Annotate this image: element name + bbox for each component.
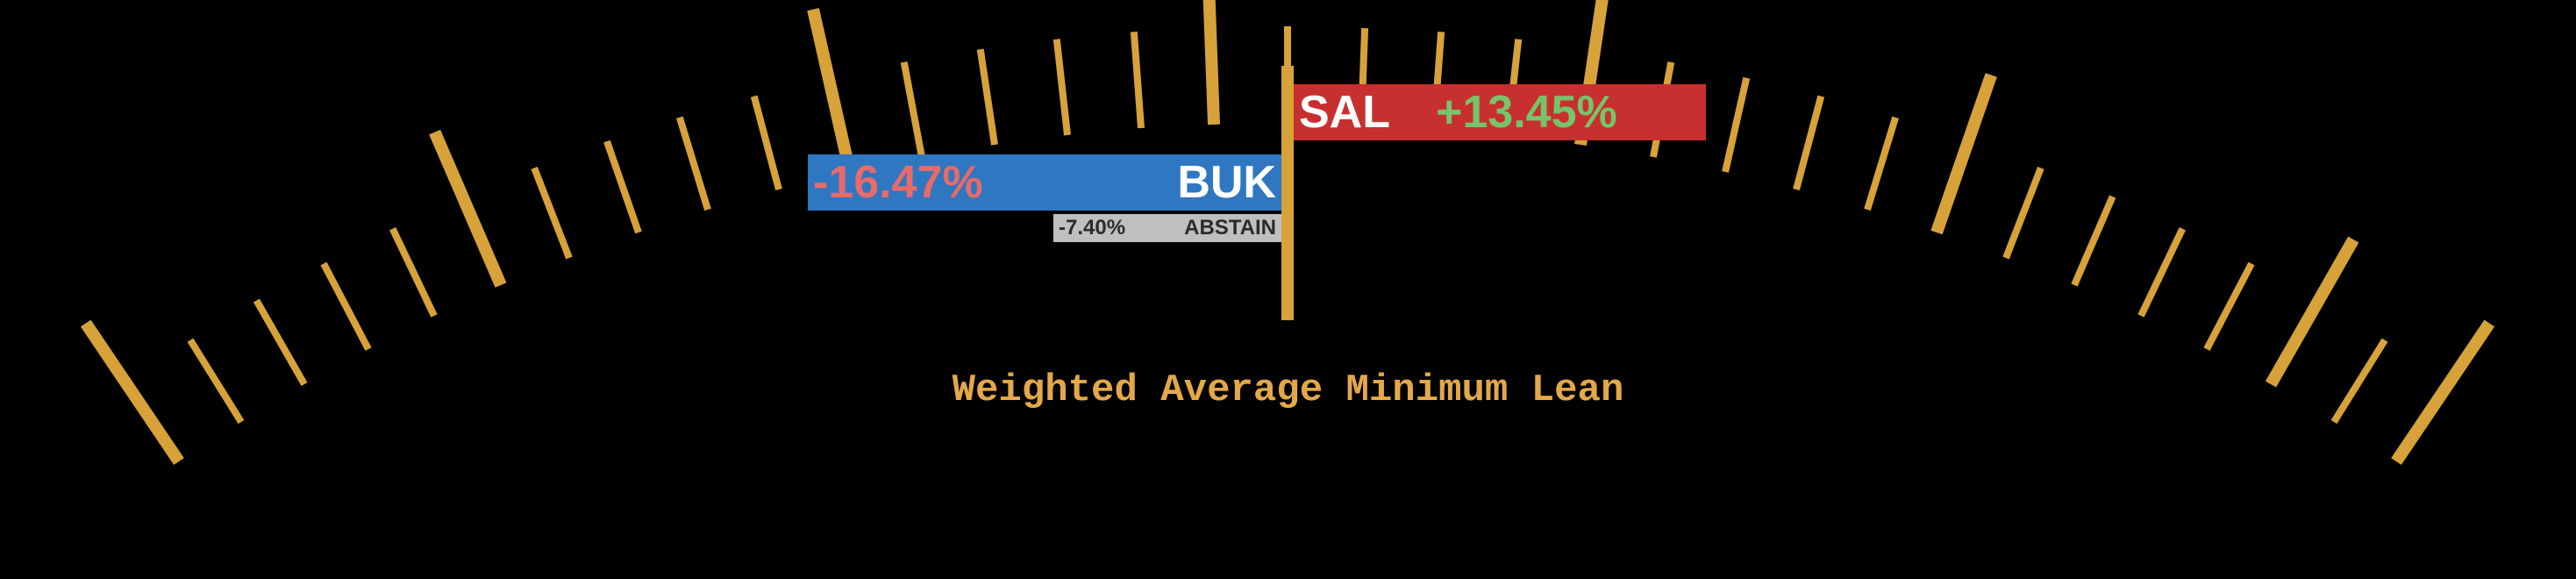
gauge-tick-minor — [1130, 32, 1144, 128]
gauge-tick-minor — [977, 48, 998, 145]
gauge-tick-major — [2266, 236, 2358, 387]
bar-sal-pct: +13.45% — [1431, 86, 1623, 139]
gauge-tick-minor — [1793, 95, 1824, 189]
bar-abstain: -7.40% ABSTAIN — [1053, 214, 1281, 242]
gauge-chart: SAL +13.45% -16.47% BUK -7.40% ABSTAIN Weight… — [0, 0, 2576, 579]
gauge-tick-minor — [2002, 167, 2044, 259]
gauge-tick-minor — [1722, 77, 1750, 173]
gauge-tick-minor — [2137, 227, 2186, 318]
gauge-tick-major — [1931, 73, 1997, 234]
bar-sal-label: SAL — [1294, 86, 1395, 139]
gauge-tick-minor — [2203, 261, 2254, 350]
gauge-tick-major — [1202, 0, 1220, 125]
gauge-tick-minor — [531, 167, 572, 259]
gauge-tick-minor — [1864, 116, 1899, 211]
gauge-tick-minor — [603, 139, 642, 233]
gauge-tick-minor — [751, 95, 782, 189]
gauge-tick-minor — [676, 116, 711, 211]
gauge-tick-minor — [901, 61, 925, 158]
gauge-caption: Weighted Average Minimum Lean — [0, 368, 2576, 412]
bar-buk-label: BUK — [1172, 156, 1281, 209]
gauge-tick-minor — [1053, 39, 1071, 135]
gauge-tick-minor — [321, 261, 372, 350]
bar-abstain-pct: -7.40% — [1053, 216, 1131, 240]
gauge-center-pin — [1281, 66, 1294, 320]
bar-abstain-label: ABSTAIN — [1179, 216, 1281, 240]
bar-buk-pct: -16.47% — [808, 156, 988, 209]
gauge-tick-major — [807, 8, 856, 173]
gauge-tick-major — [430, 130, 507, 288]
bar-buk: -16.47% BUK — [808, 154, 1281, 211]
gauge-tick-minor — [389, 227, 438, 318]
bar-sal: SAL +13.45% — [1294, 84, 1706, 140]
gauge-tick-minor — [2071, 196, 2116, 287]
